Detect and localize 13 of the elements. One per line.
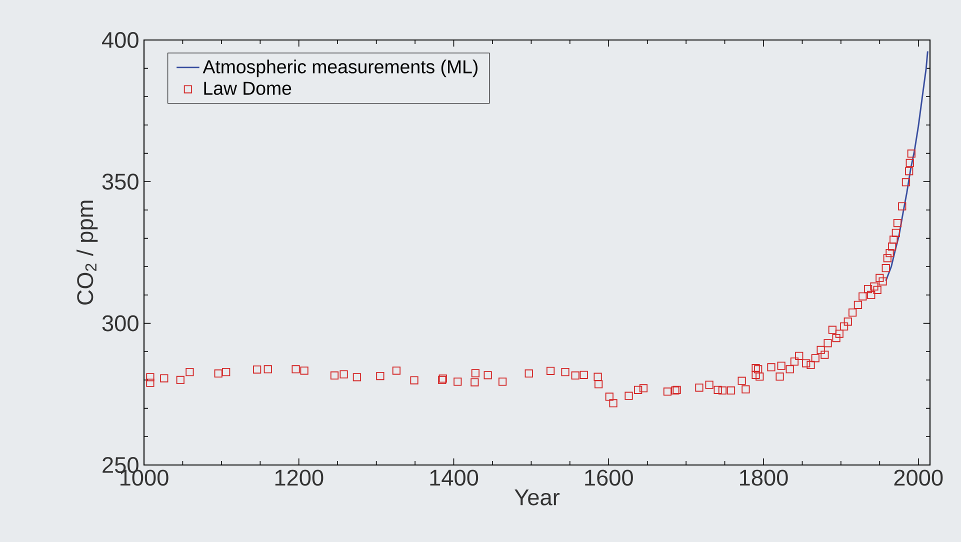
y-tick-label: 400 (102, 32, 138, 48)
y-tick-label: 300 (102, 315, 138, 332)
legend-label: Law Dome (204, 82, 292, 95)
line-series (885, 50, 928, 282)
x-tick-label: 1800 (740, 470, 788, 486)
y-axis-title: CO$_{2}$ / ppm (76, 200, 98, 305)
x-tick-label: 1400 (430, 470, 478, 486)
x-tick-label: 1600 (585, 470, 633, 486)
legend-label: Atmospheric measurements (ML) (202, 60, 478, 78)
x-tick-label: 2000 (894, 470, 943, 486)
x-tick-label: 1200 (275, 470, 324, 486)
x-axis-title: Year (514, 490, 560, 506)
y-tick-label: 350 (102, 174, 138, 190)
